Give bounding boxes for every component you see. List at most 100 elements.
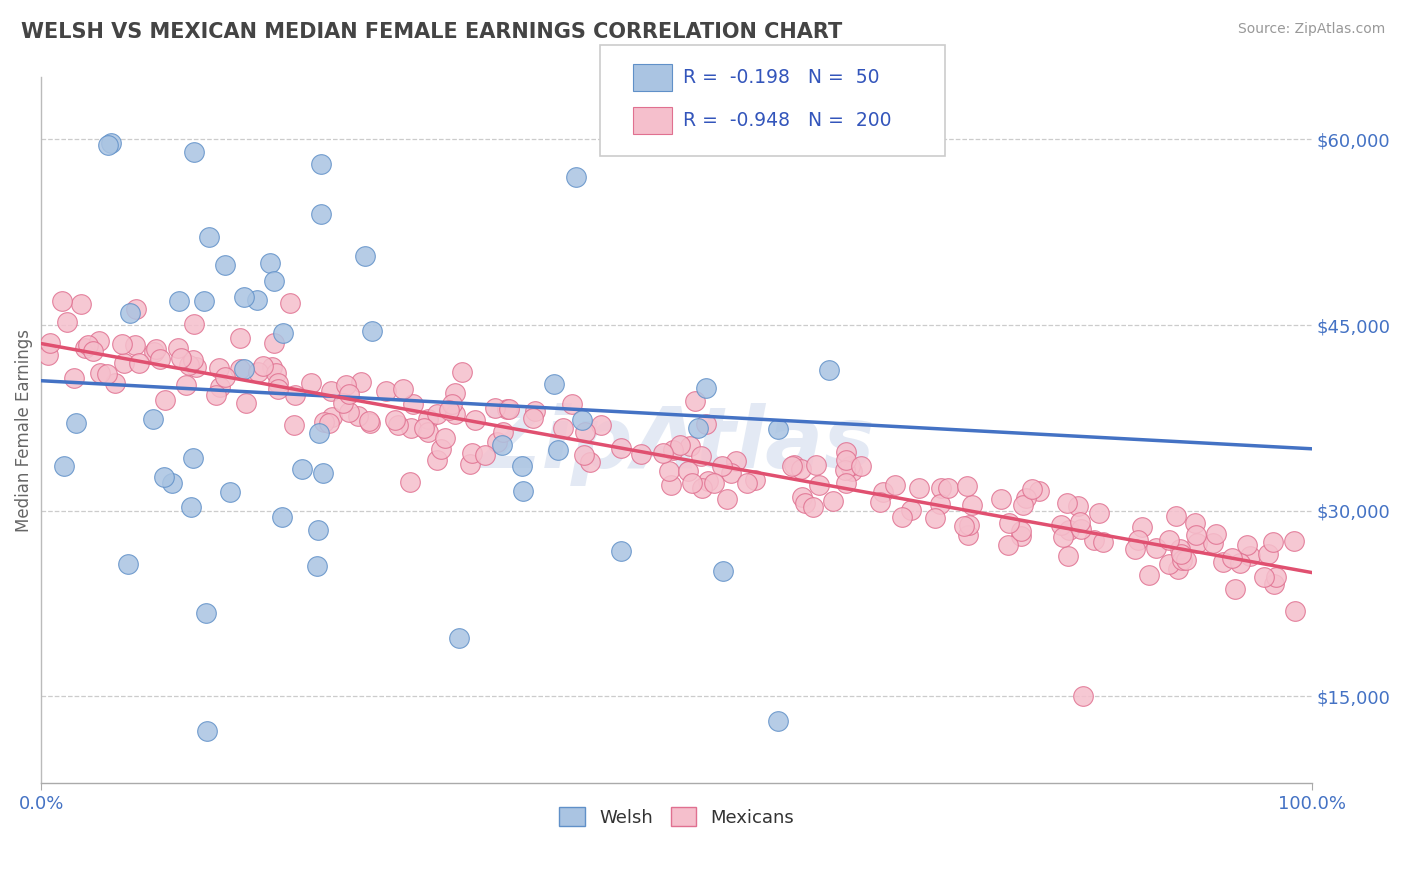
Point xyxy=(430,442,453,457)
Point xyxy=(1049,518,1071,533)
Point xyxy=(125,302,148,317)
Point xyxy=(579,455,602,469)
Point xyxy=(233,290,256,304)
Point xyxy=(252,359,274,373)
Point xyxy=(496,402,519,417)
Point xyxy=(1010,524,1032,538)
Point xyxy=(574,425,596,440)
Point xyxy=(1236,538,1258,552)
Point xyxy=(359,414,381,428)
Point xyxy=(565,169,588,184)
Point xyxy=(155,392,177,407)
Point xyxy=(1011,529,1033,543)
Point xyxy=(818,362,841,376)
Point xyxy=(928,497,950,511)
Point xyxy=(183,317,205,331)
Point xyxy=(1052,531,1074,545)
Point xyxy=(1170,553,1192,567)
Point xyxy=(180,500,202,514)
Point xyxy=(1057,549,1080,564)
Point xyxy=(308,425,330,440)
Point xyxy=(259,256,281,270)
Point xyxy=(401,421,423,435)
Point xyxy=(77,338,100,352)
Point xyxy=(398,475,420,490)
Point xyxy=(309,157,332,171)
Point xyxy=(209,379,232,393)
Point xyxy=(443,385,465,400)
Point xyxy=(87,334,110,349)
Point xyxy=(485,434,508,449)
Point xyxy=(384,413,406,427)
Point xyxy=(807,478,830,492)
Point xyxy=(908,481,931,495)
Point xyxy=(924,511,946,525)
Point xyxy=(270,510,292,524)
Point xyxy=(1282,533,1305,548)
Point xyxy=(498,402,520,417)
Point xyxy=(112,356,135,370)
Point xyxy=(283,417,305,432)
Point xyxy=(610,441,633,455)
Point xyxy=(128,355,150,369)
Point xyxy=(321,409,343,424)
Point xyxy=(783,458,806,473)
Point xyxy=(720,466,742,480)
Point xyxy=(794,496,817,510)
Point xyxy=(1229,556,1251,570)
Point xyxy=(354,249,377,263)
Point xyxy=(263,274,285,288)
Point xyxy=(1257,547,1279,561)
Point xyxy=(997,537,1019,551)
Point xyxy=(690,481,713,495)
Point xyxy=(658,464,681,478)
Point xyxy=(267,376,290,391)
Point xyxy=(990,492,1012,507)
Point xyxy=(425,453,447,467)
Point xyxy=(790,462,813,476)
Point xyxy=(1137,568,1160,582)
Point xyxy=(669,438,692,452)
Point xyxy=(1091,534,1114,549)
Text: R =  -0.198   N =  50: R = -0.198 N = 50 xyxy=(683,68,880,87)
Point xyxy=(461,446,484,460)
Point xyxy=(347,409,370,424)
Point xyxy=(280,295,302,310)
Point xyxy=(929,481,952,495)
Point xyxy=(1174,553,1197,567)
Point xyxy=(686,421,709,435)
Point xyxy=(491,438,513,452)
Point xyxy=(416,411,439,425)
Point xyxy=(891,510,914,524)
Point xyxy=(104,376,127,391)
Point xyxy=(936,481,959,495)
Point xyxy=(543,376,565,391)
Point xyxy=(1070,522,1092,536)
Point xyxy=(956,527,979,541)
Point xyxy=(956,479,979,493)
Point xyxy=(246,293,269,308)
Point xyxy=(1069,515,1091,529)
Point xyxy=(1144,541,1167,555)
Point xyxy=(359,416,381,430)
Point xyxy=(412,421,434,435)
Point xyxy=(186,359,208,374)
Point xyxy=(1088,506,1111,520)
Text: WELSH VS MEXICAN MEDIAN FEMALE EARNINGS CORRELATION CHART: WELSH VS MEXICAN MEDIAN FEMALE EARNINGS … xyxy=(21,22,842,42)
Point xyxy=(1164,508,1187,523)
Point xyxy=(460,458,482,472)
Point xyxy=(149,352,172,367)
Point xyxy=(418,425,440,440)
Point xyxy=(449,631,471,645)
Point xyxy=(360,324,382,338)
Point xyxy=(214,370,236,384)
Point xyxy=(900,503,922,517)
Point xyxy=(1184,516,1206,531)
Point xyxy=(703,476,725,491)
Point xyxy=(337,405,360,419)
Point xyxy=(195,724,218,739)
Point xyxy=(835,452,858,467)
Point xyxy=(97,138,120,153)
Point xyxy=(332,396,354,410)
Point xyxy=(142,411,165,425)
